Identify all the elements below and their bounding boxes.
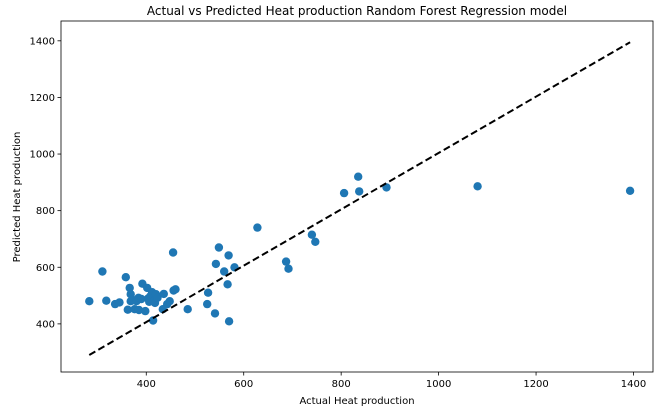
data-point: [210, 309, 220, 318]
data-point: [253, 223, 262, 232]
y-tick-label: 1200: [30, 93, 55, 104]
data-point: [159, 289, 168, 299]
y-axis: 400 600 800 1000 1200 1400: [30, 36, 61, 330]
x-tick-label: 1200: [523, 379, 548, 390]
data-point: [123, 305, 132, 314]
data-point: [281, 257, 291, 266]
chart-title: Actual vs Predicted Heat production Rand…: [147, 4, 567, 18]
data-point: [220, 267, 229, 276]
data-point: [223, 280, 232, 289]
x-tick-label: 1400: [621, 379, 646, 390]
data-point: [214, 243, 224, 252]
y-tick-label: 1400: [30, 36, 55, 47]
data-point: [168, 248, 178, 257]
x-tick-label: 800: [332, 379, 351, 390]
y-tick-label: 1000: [30, 150, 55, 161]
data-point: [183, 305, 192, 314]
data-point: [211, 259, 221, 269]
y-tick-label: 400: [36, 319, 55, 330]
data-point: [153, 293, 162, 302]
plot-frame: [60, 20, 654, 373]
x-axis: 400 600 800 1000 1200 1400: [137, 372, 646, 390]
y-tick-label: 600: [36, 263, 55, 274]
data-point: [85, 297, 94, 306]
data-point: [311, 237, 320, 246]
data-point: [137, 294, 146, 304]
data-point: [355, 187, 364, 196]
data-point: [473, 182, 482, 191]
data-point: [102, 296, 111, 305]
data-point: [203, 288, 213, 297]
x-tick-label: 400: [137, 379, 156, 390]
data-point: [224, 317, 234, 326]
data-point: [224, 251, 233, 260]
data-point: [171, 285, 180, 294]
y-axis-label: Predicted Heat production: [12, 132, 23, 263]
data-point: [284, 264, 293, 273]
data-point: [165, 297, 174, 306]
data-point: [115, 298, 124, 307]
y-tick-label: 800: [36, 206, 55, 217]
data-point: [125, 283, 134, 293]
data-point: [203, 299, 212, 309]
data-point: [307, 230, 317, 239]
data-point: [354, 172, 363, 181]
data-point: [148, 316, 158, 325]
data-point: [625, 186, 635, 195]
data-point: [141, 306, 150, 316]
data-point: [339, 188, 349, 198]
data-point: [134, 305, 144, 315]
plot-area: [85, 41, 635, 356]
data-point: [98, 267, 107, 276]
x-axis-label: Actual Heat production: [299, 396, 414, 407]
x-tick-label: 1000: [426, 379, 451, 390]
x-tick-label: 600: [234, 379, 253, 390]
data-point: [121, 273, 130, 282]
reference-line: [88, 41, 631, 356]
